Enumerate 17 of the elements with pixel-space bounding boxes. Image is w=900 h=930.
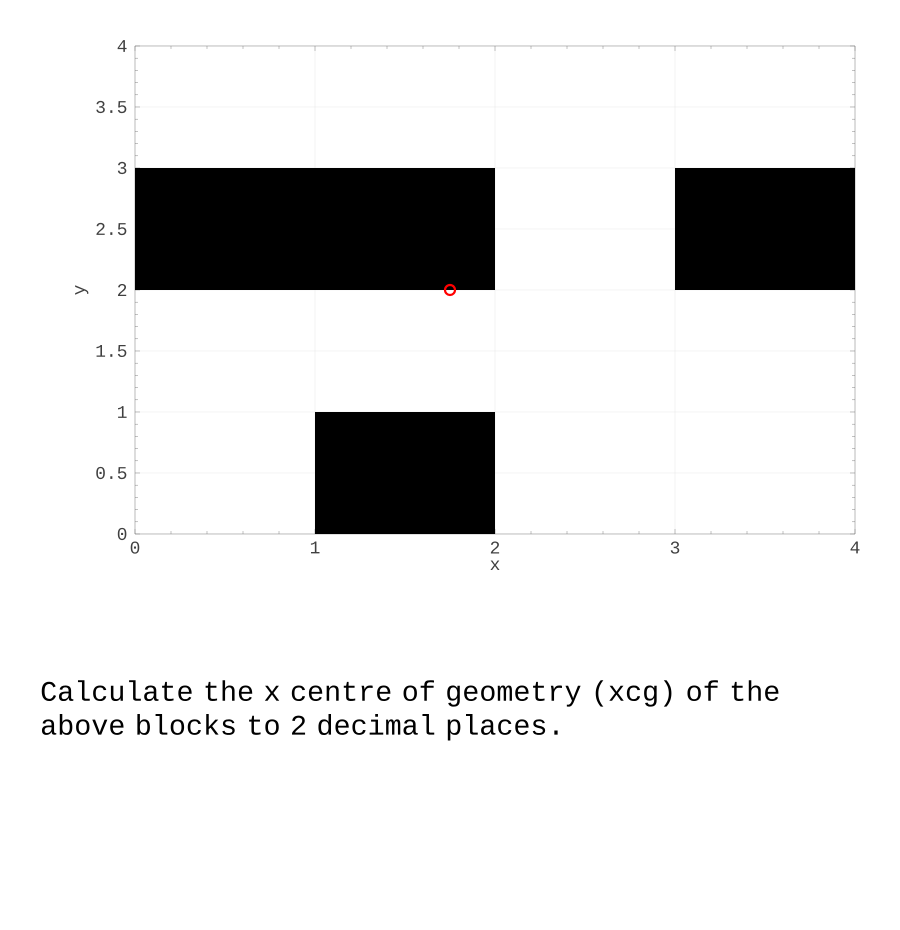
y-tick-label: 3: [118, 162, 126, 174]
x-tick-label: 0: [130, 542, 140, 554]
y-tick-label: 4: [118, 40, 127, 52]
text: Calculate the x centre of geometry (xcg) of the above blocks to 2 decimal places.: [42, 680, 778, 741]
y-tick-label: 1: [118, 406, 127, 418]
y-axis-title: y: [75, 285, 88, 295]
y-tick-label: 3.5: [96, 100, 126, 114]
y-tick-label: 2: [118, 284, 126, 296]
y-tick-label: 0: [118, 528, 126, 540]
x-tick-label: 3: [670, 542, 680, 554]
y-tick-label: 0.5: [96, 466, 126, 480]
x-tick-label: 1: [310, 542, 320, 554]
x-axis-title: x: [490, 560, 500, 570]
y-tick-label: 2.5: [96, 222, 126, 236]
x-tick-label: 4: [850, 542, 860, 554]
y-tick-label: 1.5: [96, 344, 126, 357]
x-tick-label: 2: [490, 542, 500, 554]
